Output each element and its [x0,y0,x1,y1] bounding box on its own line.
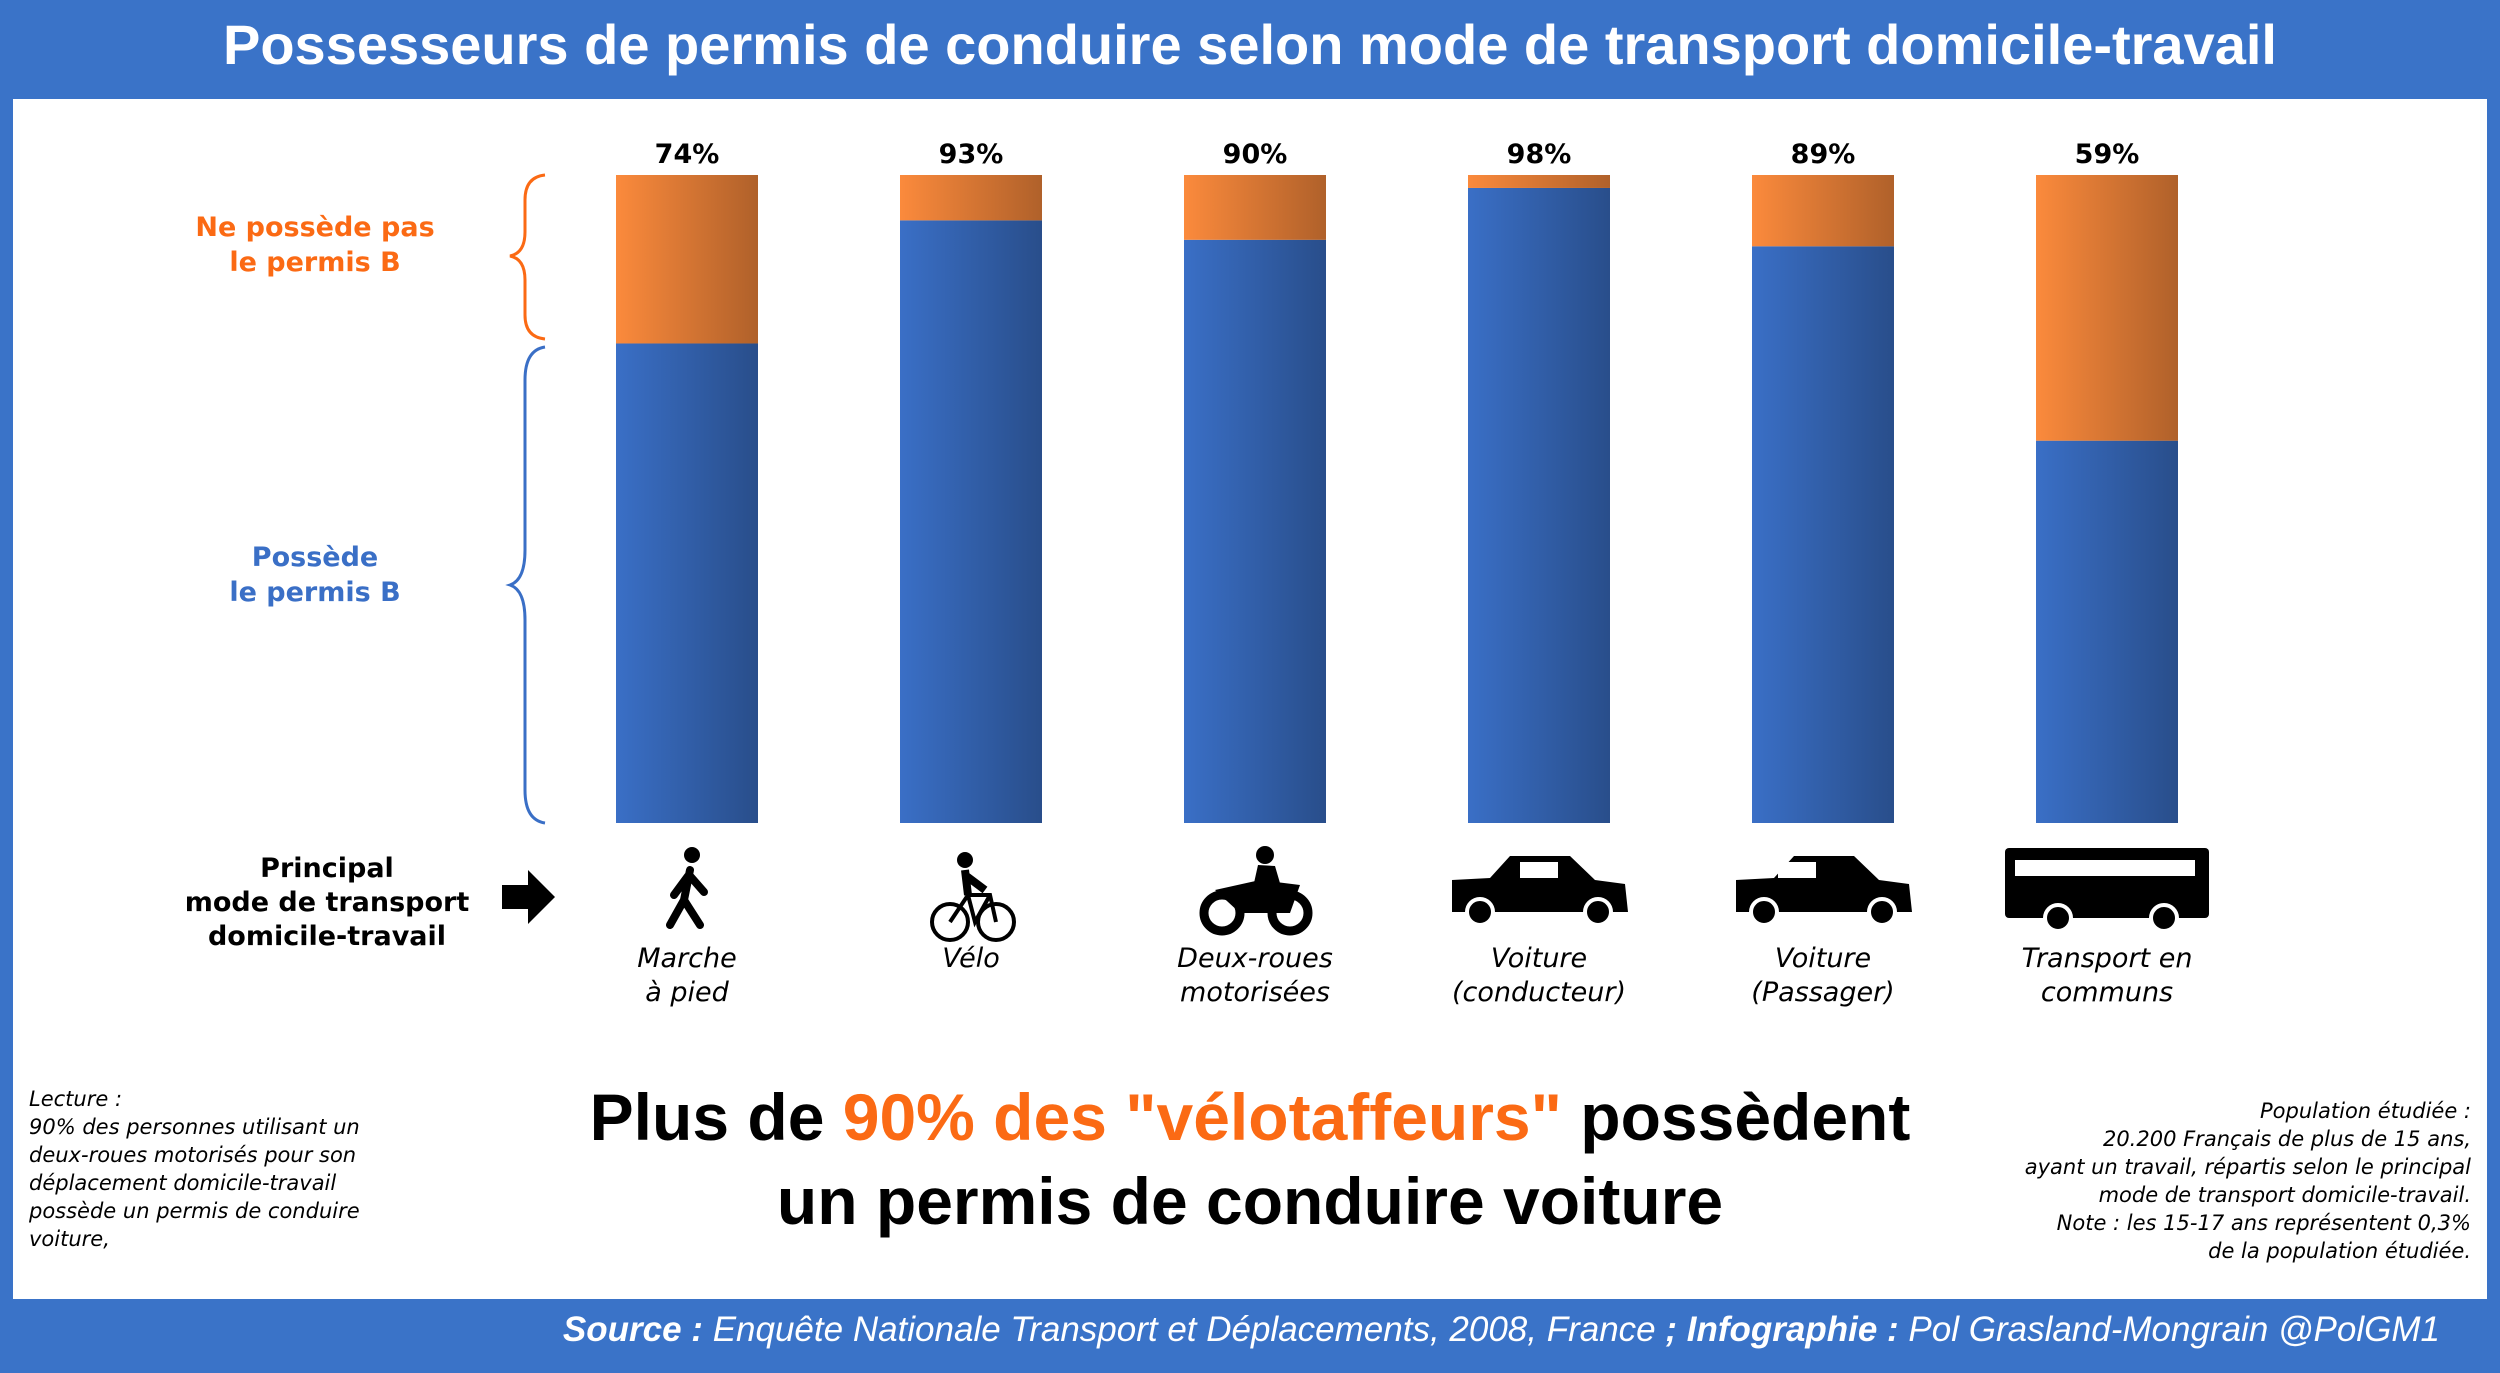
bar-segment [2036,440,2178,823]
x-tick-label: Deux-roues motorisées [1177,943,1333,1008]
value-label: 90% [1223,139,1288,170]
legend-label: Possède le permis B [229,542,401,608]
source-label: ; Infographie : [1665,1310,1899,1349]
source-label: Source : [562,1310,703,1349]
bar-segment [1468,187,1610,823]
value-label: 93% [939,139,1004,170]
x-tick-label: Voiture (Passager) [1751,943,1895,1008]
headline-highlight: 90% des "vélotaffeurs" [842,1080,1562,1154]
bar-segment [900,175,1042,221]
title: Possesseurs de permis de conduire selon … [223,13,2277,76]
reading-note: Lecture : 90% des personnes utilisant un… [29,1087,360,1251]
icon-car [1452,856,1628,927]
bar-segment [616,343,758,823]
value-label: 89% [1791,139,1856,170]
icon-walk [666,847,708,929]
bar-segment [1752,175,1894,247]
icon-bus [2005,848,2209,933]
icon-car [1736,856,1912,927]
value-label: 74% [655,139,720,170]
source-text: Enquête Nationale Transport et Déplaceme… [702,1310,1666,1349]
population-note: Population étudiée : 20.200 Français de … [2024,1099,2471,1263]
arrow [502,870,555,924]
brace [505,345,546,825]
legend-label: Ne possède pas le permis B [195,212,435,278]
headline-text: un permis de conduire voiture [776,1164,1724,1238]
brace [509,173,546,341]
headline: Plus de 90% des "vélotaffeurs" possèdent… [400,1075,2100,1243]
x-axis-label: Principal mode de transport domicile-tra… [184,853,470,952]
value-label: 98% [1507,139,1572,170]
bar-segment [1752,246,1894,823]
x-tick-label: Transport en communs [2021,943,2193,1008]
headline-text: Plus de [589,1080,843,1154]
x-tick-label: Voiture (conducteur) [1451,943,1627,1008]
bar-segment [1184,175,1326,240]
x-tick-label: Marche à pied [637,943,737,1008]
source: Source : Enquête Nationale Transport et … [563,1310,2440,1350]
bar-segment [2036,175,2178,441]
headline-text: possèdent [1561,1080,1911,1154]
bar-segment [1468,175,1610,188]
icon-bike [930,852,1016,942]
source-text: Pol Grasland-Mongrain @PolGM1 [1898,1310,2440,1349]
icon-moto [1199,846,1313,936]
bar-segment [616,175,758,344]
x-tick-label: Vélo [942,943,1000,974]
value-label: 59% [2075,139,2140,170]
bar-segment [900,220,1042,824]
bar-segment [1184,239,1326,824]
